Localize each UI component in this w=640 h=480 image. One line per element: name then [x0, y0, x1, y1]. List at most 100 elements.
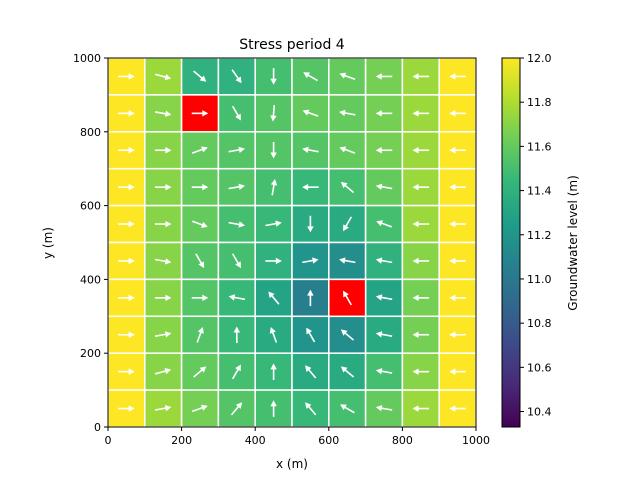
flow-arrow [375, 257, 393, 264]
flow-arrow [196, 326, 204, 343]
flow-arrow [340, 366, 355, 378]
flow-arrow [233, 326, 241, 344]
flow-arrow [449, 73, 466, 80]
flow-arrow [307, 289, 314, 307]
svg-text:11.6: 11.6 [527, 140, 552, 153]
flow-arrow [307, 215, 314, 233]
heatmap-cell [328, 315, 367, 354]
flow-arrow [412, 331, 430, 338]
flow-arrow [339, 257, 356, 264]
flow-arrow [340, 329, 355, 341]
y-axis-label: y (m) [41, 227, 55, 259]
flow-arrow [343, 290, 353, 306]
flow-arrow [118, 368, 135, 375]
x-tick: 400 [245, 427, 266, 447]
flow-arrow [270, 400, 277, 417]
flow-arrow [270, 178, 278, 196]
flow-arrow [154, 110, 172, 117]
flow-arrows [118, 68, 466, 417]
y-tick: 1000 [73, 52, 108, 65]
flow-arrow [339, 72, 356, 81]
flow-arrow [154, 258, 172, 265]
flow-arrow [118, 147, 135, 154]
flow-arrow [193, 366, 207, 378]
heatmap-cells [107, 57, 477, 428]
svg-text:800: 800 [392, 434, 413, 447]
heatmap-cell [144, 131, 183, 170]
flow-arrow [270, 363, 277, 380]
flow-arrow [305, 402, 317, 416]
flow-arrow [339, 146, 356, 154]
flow-arrow [154, 220, 172, 228]
flow-arrow [118, 257, 135, 265]
svg-text:11.2: 11.2 [527, 229, 552, 242]
flow-arrow [375, 405, 393, 412]
x-tick: 1000 [462, 427, 490, 447]
flow-arrow [376, 220, 393, 228]
colorbar-tick: 12.0 [520, 52, 552, 65]
flow-arrow [270, 141, 277, 159]
flow-arrow [449, 147, 466, 154]
flow-arrow [231, 69, 242, 84]
flow-arrow [154, 147, 172, 154]
flow-arrow [191, 220, 208, 228]
flow-arrow [412, 405, 430, 412]
flow-arrow [375, 183, 393, 190]
flow-arrow [412, 147, 430, 154]
flow-arrow [265, 257, 282, 265]
chart-title: Stress period 4 [239, 37, 345, 53]
flow-arrow [412, 73, 430, 80]
x-axis-ticks: 0 200 400 600 800 1000 [105, 427, 490, 447]
svg-text:600: 600 [80, 200, 101, 213]
flow-arrow [302, 146, 319, 154]
flow-arrow [343, 216, 353, 232]
svg-text:200: 200 [171, 434, 192, 447]
heatmap-cell [364, 57, 404, 96]
svg-text:10.6: 10.6 [527, 361, 552, 374]
svg-text:10.4: 10.4 [527, 406, 552, 419]
flow-arrow [265, 220, 282, 227]
flow-arrow [375, 73, 393, 80]
flow-arrow [268, 291, 280, 305]
flow-arrow [154, 367, 172, 375]
flow-arrow [228, 146, 245, 154]
flow-arrow [118, 110, 135, 117]
flow-arrow [302, 109, 319, 117]
svg-text:10.8: 10.8 [527, 317, 552, 330]
flow-arrow [375, 147, 393, 154]
svg-text:0: 0 [94, 421, 101, 434]
flow-arrow [270, 68, 277, 85]
flow-arrow [228, 183, 245, 190]
colorbar-tick: 11.0 [520, 273, 552, 286]
heatmap-cell [217, 94, 256, 133]
flow-arrow [154, 73, 172, 81]
colorbar-tick: 11.6 [520, 140, 552, 153]
svg-text:600: 600 [318, 434, 339, 447]
flow-arrow [449, 294, 466, 302]
colorbar-tick: 10.4 [520, 406, 552, 419]
flow-arrow [449, 368, 466, 375]
flow-arrow [154, 294, 172, 302]
flow-arrow [340, 181, 355, 194]
flow-arrow [449, 110, 466, 117]
svg-text:1000: 1000 [462, 434, 490, 447]
flow-arrow [340, 404, 355, 414]
flow-arrow [302, 183, 319, 191]
x-tick: 0 [105, 427, 112, 447]
flow-arrow [191, 146, 208, 154]
flow-arrow [230, 402, 243, 416]
svg-text:400: 400 [80, 273, 101, 286]
flow-arrow [118, 331, 135, 338]
x-tick: 200 [171, 427, 192, 447]
flow-arrow [375, 331, 393, 338]
x-tick: 800 [392, 427, 413, 447]
flow-arrow [193, 70, 207, 82]
flow-arrow [412, 220, 430, 228]
x-tick: 600 [318, 427, 339, 447]
colorbar-ticks: 10.4 10.6 10.8 11.0 11.2 11.4 11.6 11.8 12.0 [520, 52, 552, 419]
svg-text:11.8: 11.8 [527, 96, 552, 109]
y-tick: 600 [80, 200, 108, 213]
flow-arrow [449, 257, 466, 265]
y-tick: 800 [80, 126, 108, 139]
colorbar-tick: 11.2 [520, 229, 552, 242]
